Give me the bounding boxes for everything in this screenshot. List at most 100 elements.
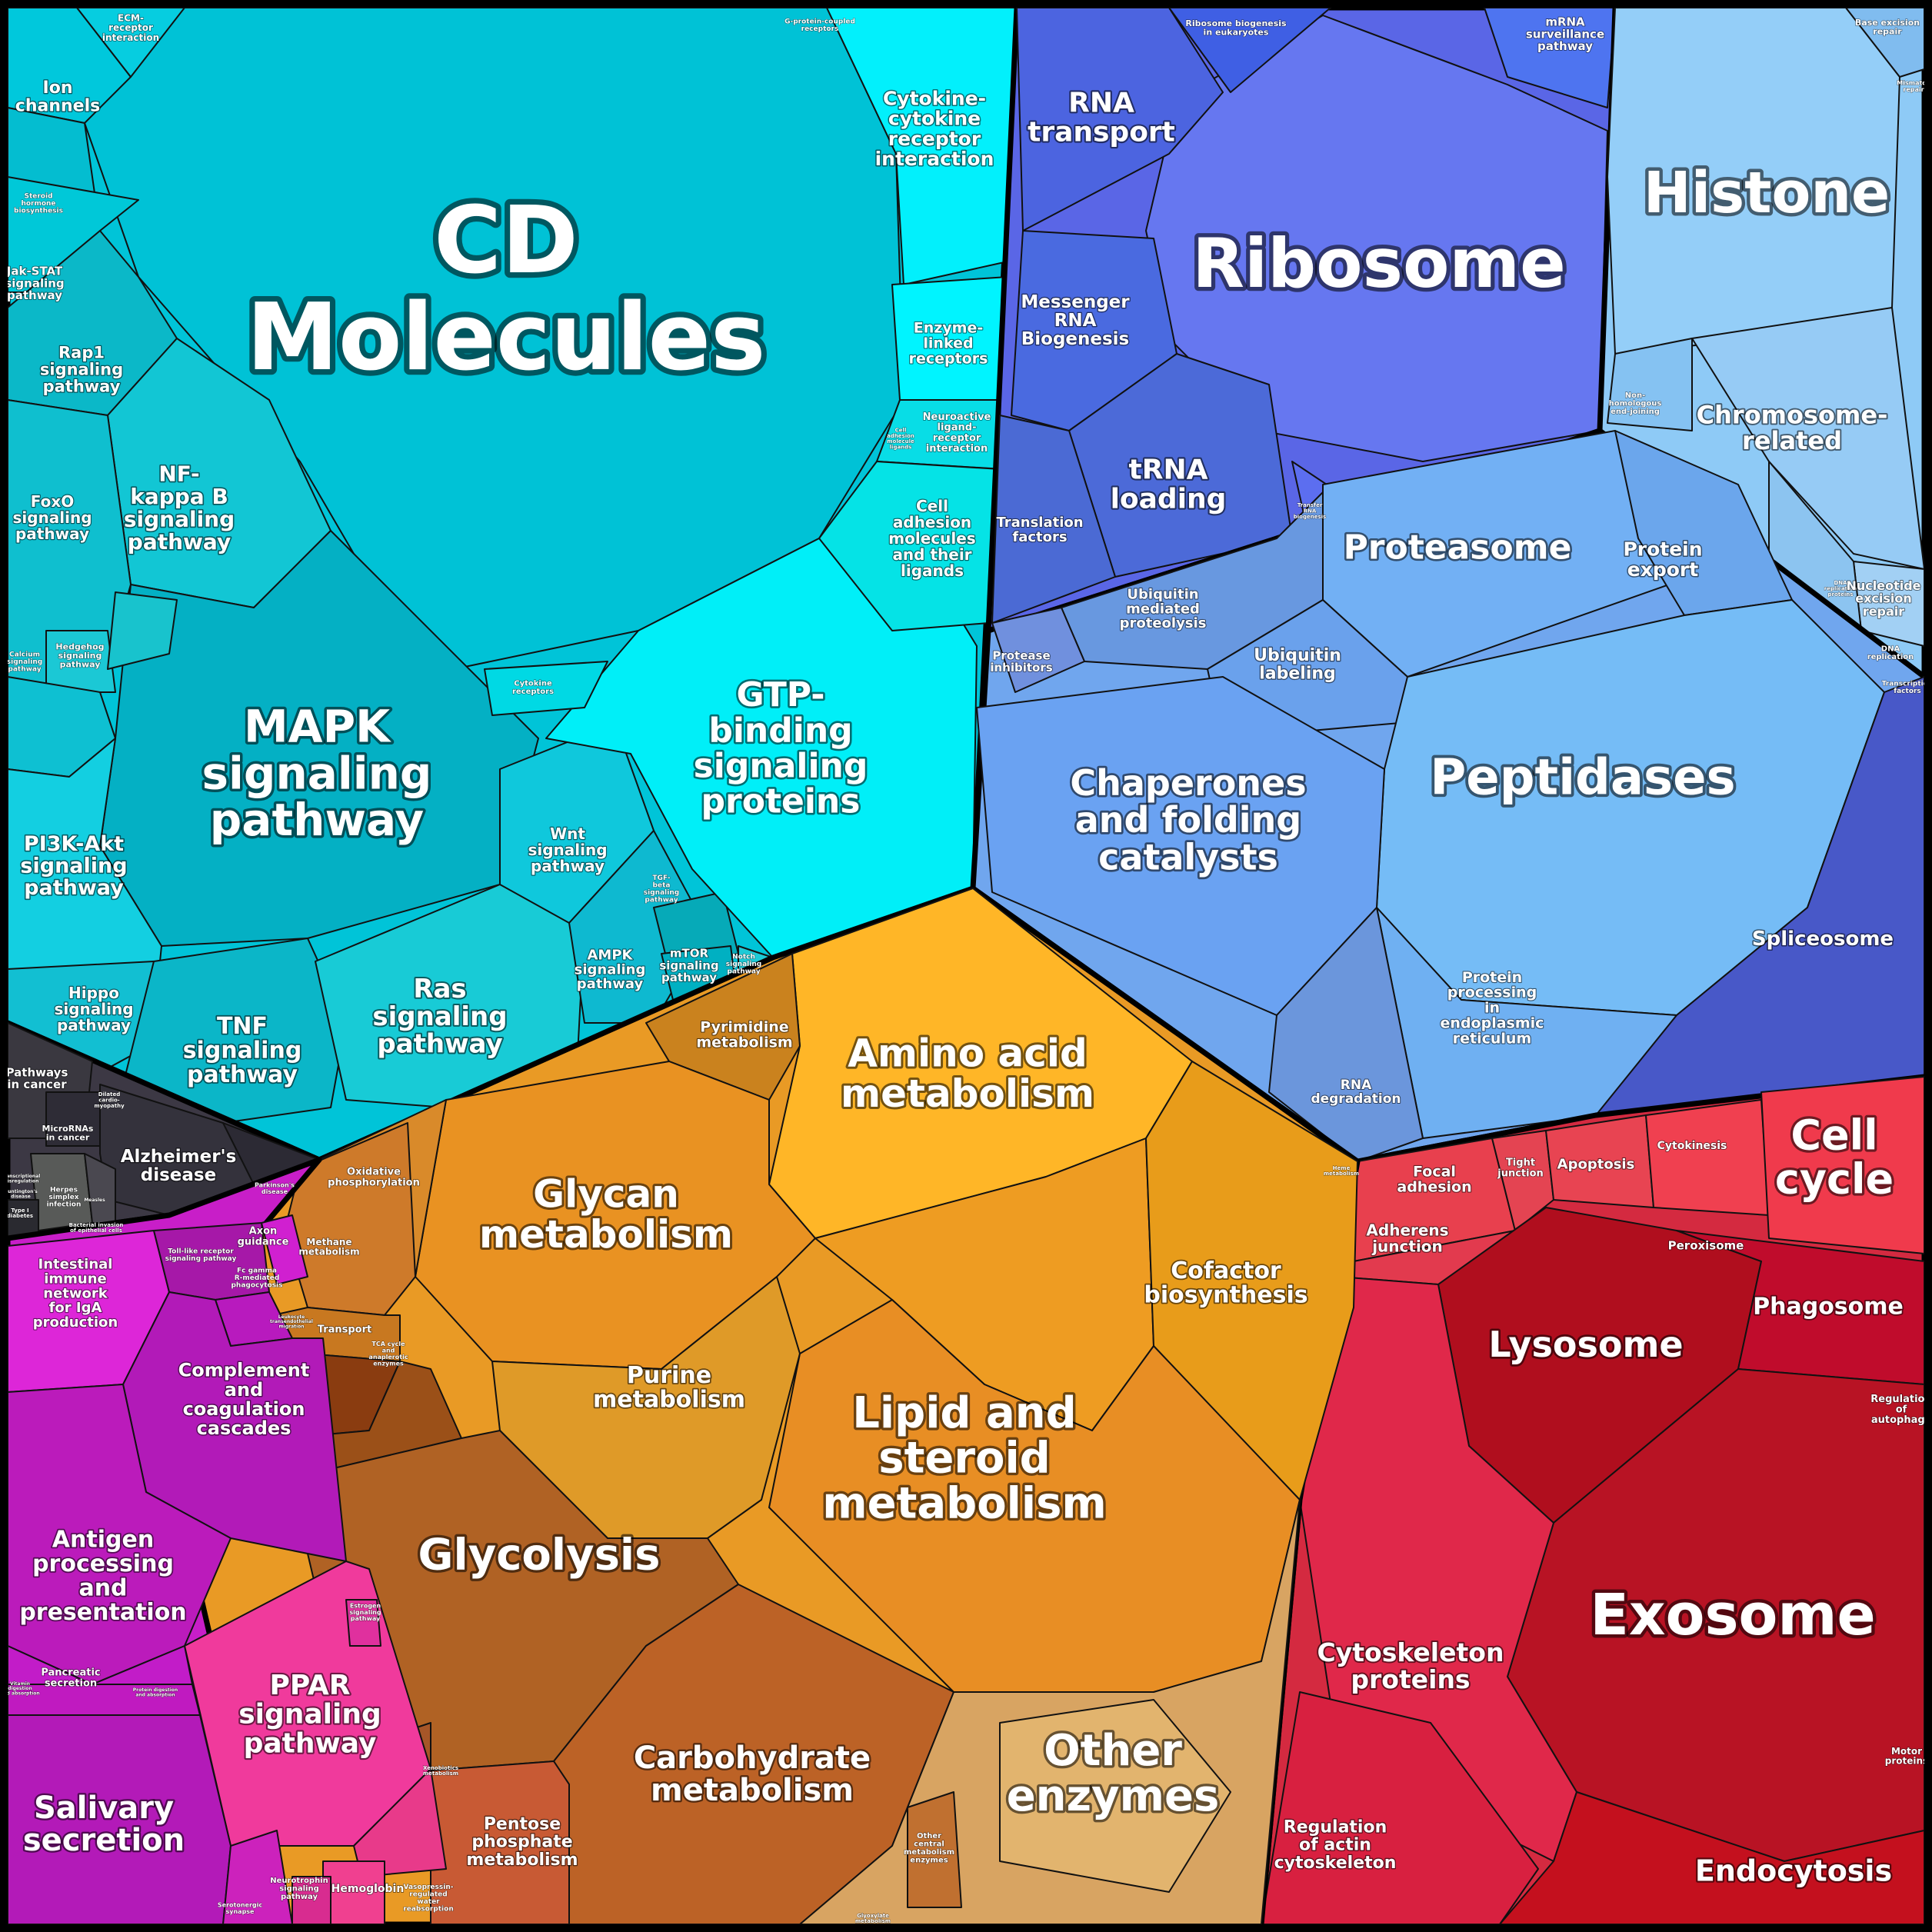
cells-human-diseases — [7, 1022, 320, 1239]
label-ubiquitin-labeling: Ubiquitin labeling — [1254, 646, 1341, 683]
label-complement: Complement and coagulation cascades — [178, 1360, 310, 1440]
label-pathways-in-cancer-line: Pathways — [6, 1065, 68, 1079]
label-lipid-steroid-line: Lipid and — [852, 1388, 1076, 1438]
label-non-homologous-line: end-joining — [1611, 408, 1660, 416]
label-cell-adhesion-small-line: adhesion — [887, 433, 914, 439]
label-ecm-receptor-line: receptor — [108, 22, 153, 33]
label-pi3k-akt-line: PI3K-Akt — [24, 832, 124, 856]
label-ppar-line: PPAR — [269, 1670, 350, 1701]
label-dna-replication-line: DNA — [1881, 645, 1900, 653]
label-intestinal-immune-line: production — [33, 1314, 118, 1331]
label-focal-adhesion-line: Focal — [1413, 1164, 1456, 1181]
label-rna-transport-line: transport — [1028, 117, 1175, 148]
label-cell-adhesion-small-line: ligands — [890, 444, 912, 450]
label-notch: Notch signaling pathway — [726, 954, 761, 976]
label-rna-degradation-line: RNA — [1341, 1078, 1372, 1093]
label-purine-line: Purine — [627, 1362, 711, 1389]
label-ppar-line: signaling — [238, 1699, 381, 1730]
label-nf-kappa-b-line: kappa B — [130, 484, 228, 509]
label-oxidative-phosphorylation-line: phosphorylation — [328, 1177, 420, 1188]
label-other-central-line: Other — [917, 1832, 941, 1840]
label-tca-cycle: TCA cycle and anaplerotic enzymes — [368, 1341, 408, 1367]
label-chromosome-related-line: related — [1742, 426, 1842, 455]
label-other-central: Other central metabolism enzymes — [904, 1832, 954, 1865]
label-enzyme-linked: Enzyme-linked receptors — [909, 320, 988, 368]
label-cytokine-cytokine-line: cytokine — [888, 108, 981, 130]
label-pentose-phosphate-line: metabolism — [466, 1850, 578, 1870]
label-microrna-line: in cancer — [46, 1133, 90, 1143]
region-protein-processing — [970, 428, 1927, 1164]
label-mtor-line: mTOR — [670, 947, 709, 961]
label-neuroactive-line: Neuroactive — [923, 411, 991, 423]
label-exosome: Exosome — [1590, 1582, 1875, 1648]
label-carbohydrate-line: Carbohydrate — [634, 1740, 871, 1776]
label-cytoskeleton-line: proteins — [1351, 1664, 1470, 1694]
label-cofactor-line: Cofactor — [1171, 1257, 1281, 1284]
label-vasopressin-line: water — [417, 1898, 440, 1906]
label-nucleotide-excision-line: excision — [1855, 591, 1912, 606]
label-glyoxylate-line: metabolism — [855, 1918, 891, 1924]
label-transfer-rna-line: RNA — [1304, 508, 1317, 514]
label-other-enzymes: Other enzymes — [1007, 1726, 1220, 1821]
label-protein-export-line: Protein — [1623, 538, 1702, 561]
label-focal-adhesion-line: adhesion — [1397, 1179, 1471, 1196]
label-mrna-surveillance-line: surveillance — [1526, 27, 1604, 41]
label-antigen-processing-line: processing — [32, 1551, 174, 1577]
label-protein-processing-er-line: in — [1484, 1000, 1500, 1017]
label-cytokinesis: Cytokinesis — [1657, 1140, 1727, 1152]
label-jak-stat-line: signaling — [5, 276, 64, 290]
label-neurotrophin-line: pathway — [281, 1893, 318, 1901]
label-enzyme-linked-line: receptors — [909, 351, 988, 368]
label-cell-adhesion-line: molecules — [888, 529, 975, 548]
label-tight-junction-line: junction — [1497, 1168, 1544, 1179]
label-lysosome: Lysosome — [1488, 1324, 1683, 1365]
label-transport: Transport — [318, 1324, 371, 1336]
label-transport-line: Transport — [318, 1324, 371, 1336]
label-ampk-line: pathway — [577, 976, 644, 992]
label-regulation-autophagy: Regulation of autophagy — [1870, 1394, 1931, 1426]
label-messenger-rna: Messenger RNA Biogenesis — [1021, 292, 1130, 349]
label-phagosome-line: Phagosome — [1753, 1294, 1904, 1321]
label-phagosome: Phagosome — [1753, 1294, 1904, 1321]
label-protein-digestion-line: and absorption — [135, 1692, 175, 1697]
label-glycan: Glycan metabolism — [479, 1171, 733, 1257]
label-antigen-processing-line: and — [78, 1574, 127, 1601]
label-hemoglobin: Hemoglobin — [331, 1883, 405, 1895]
label-pancreatic-secretion: Pancreatic secretion — [41, 1667, 100, 1690]
label-chaperones-line: catalysts — [1098, 836, 1278, 878]
region-metabolism — [166, 885, 1361, 1927]
label-ampk-line: signaling — [575, 961, 646, 978]
label-g-protein-line: receptors — [801, 25, 839, 33]
label-cardiomyopathy-line: Dilated — [98, 1091, 120, 1098]
label-protein-processing-er-line: processing — [1447, 984, 1537, 1001]
label-methane-line: metabolism — [298, 1247, 359, 1257]
label-tnf: TNF signaling pathway — [183, 1013, 302, 1088]
label-hippo-line: pathway — [57, 1016, 131, 1034]
label-fc-gamma: Fc gamma R-mediated phagocytosis — [231, 1267, 282, 1290]
label-peroxisome-line: Peroxisome — [1668, 1238, 1744, 1252]
label-steroid-hormone-line: biosynthesis — [14, 208, 63, 215]
label-alzheimers: Alzheimer's disease — [121, 1147, 237, 1185]
label-hedgehog-line: pathway — [60, 659, 101, 669]
label-hippo-line: signaling — [54, 1000, 133, 1018]
label-type1-diabetes-line: diabetes — [7, 1213, 33, 1219]
label-glycan-line: metabolism — [479, 1212, 733, 1257]
label-glyoxylate-line: Glyoxylate — [857, 1913, 889, 1919]
label-mapk: MAPK signaling pathway — [202, 700, 432, 846]
label-transcriptional-misregulation-line: misregulation — [3, 1178, 39, 1184]
label-cd-molecules-line: CD — [434, 188, 578, 295]
label-protease-inhibitors-line: Protease — [992, 648, 1050, 662]
label-microrna: MicroRNAs in cancer — [42, 1124, 94, 1143]
label-axon-guidance-line: guidance — [238, 1236, 289, 1247]
label-cell-cycle-line: Cell — [1790, 1111, 1877, 1160]
label-complement-line: Complement — [178, 1360, 310, 1381]
label-ubiquitin-mediated: Ubiquitin mediated proteolysis — [1120, 586, 1207, 631]
label-tnf-line: signaling — [183, 1038, 302, 1064]
label-protein-processing-er-line: endoplasmic — [1441, 1015, 1544, 1032]
label-translation-factors: Translation factors — [996, 515, 1083, 545]
label-toll-like-line: signaling pathway — [165, 1255, 237, 1263]
label-ion-channels: Ion channels — [15, 78, 100, 115]
label-chaperones-line: and folding — [1075, 799, 1302, 841]
label-cofactor: Cofactor biosynthesis — [1144, 1257, 1307, 1309]
